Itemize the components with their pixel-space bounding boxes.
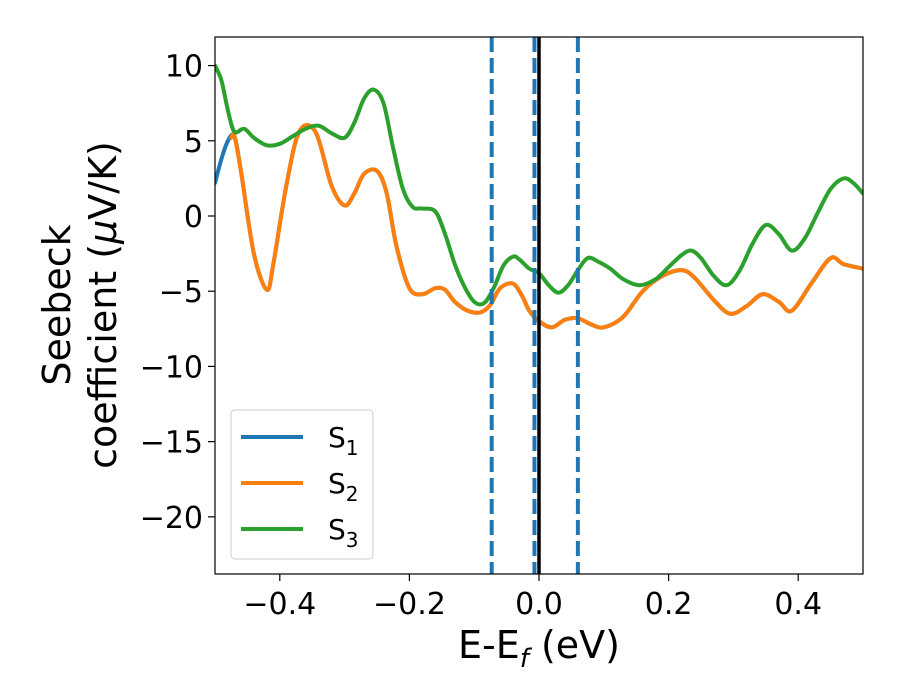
y-tick-label: −15: [140, 426, 203, 461]
y-tick-label: 0: [184, 200, 203, 235]
x-tick-label: 0.0: [515, 587, 563, 622]
y-tick-label: −20: [140, 501, 203, 536]
y-axis-title-line2: coefficient (μV/K): [81, 141, 125, 469]
legend-label-s2: S2: [328, 467, 359, 506]
y-axis-title: Seebeck coefficient (μV/K): [35, 141, 125, 469]
legend-label-s3: S3: [328, 513, 359, 552]
series-line-s3: [215, 63, 863, 307]
y-tick-label: −5: [159, 275, 203, 310]
y-tick-label: 10: [165, 50, 203, 85]
y-tick-label: 5: [184, 125, 203, 160]
legend-label-s1: S1: [328, 421, 359, 460]
y-tick-label: −10: [140, 350, 203, 385]
x-tick-label: 0.4: [774, 587, 822, 622]
x-tick-label: 0.2: [645, 587, 693, 622]
x-axis-title: E-Ef (eV): [458, 623, 620, 674]
y-axis-title-line1: Seebeck: [35, 224, 79, 385]
x-tick-label: −0.2: [373, 587, 446, 622]
x-tick-label: −0.4: [243, 587, 316, 622]
legend: S1 S2 S3: [230, 409, 374, 560]
